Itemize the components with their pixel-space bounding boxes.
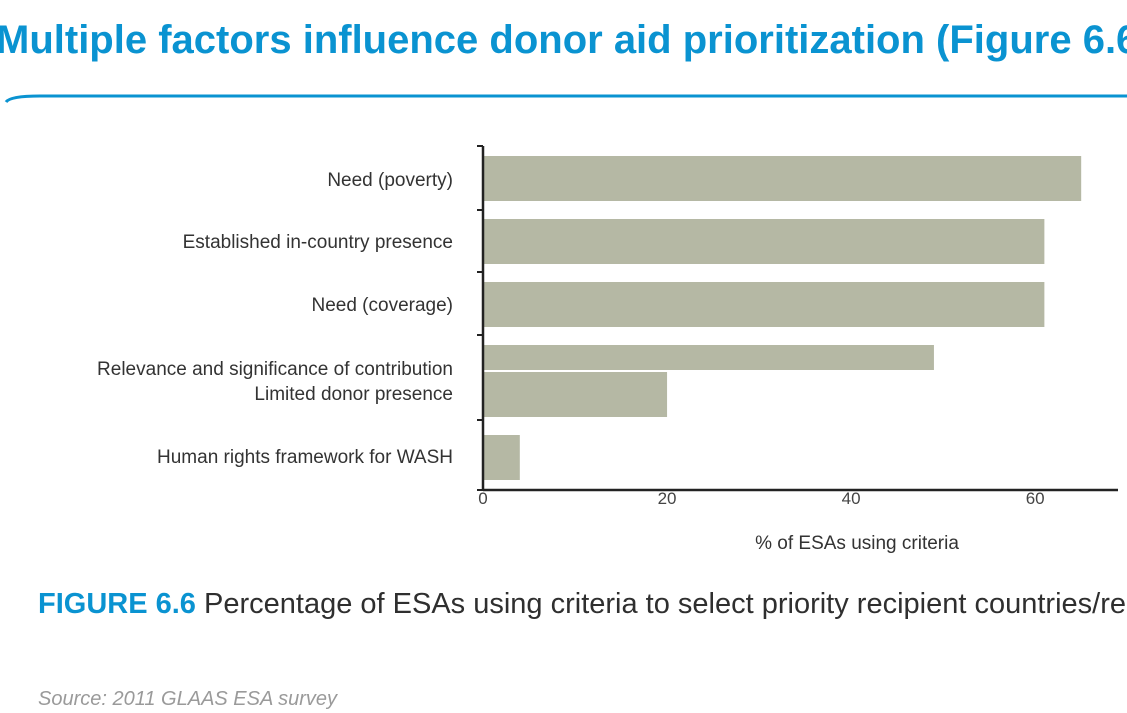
category-label: Human rights framework for WASH xyxy=(157,447,453,468)
category-label: Relevance and significance of contributi… xyxy=(97,359,453,380)
figure-label: FIGURE 6.6 xyxy=(38,588,196,620)
figure-caption-text: Percentage of ESAs using criteria to sel… xyxy=(204,588,1127,620)
figure-caption: FIGURE 6.6 Percentage of ESAs using crit… xyxy=(38,586,1127,666)
bar-3 xyxy=(483,345,934,370)
x-axis-label: % of ESAs using criteria xyxy=(755,533,959,554)
bar-2 xyxy=(483,282,1045,327)
x-tick-label-2: 40 xyxy=(842,489,861,508)
source-note: Source: 2011 GLAAS ESA survey xyxy=(38,688,338,710)
category-label: Need (coverage) xyxy=(311,295,453,316)
axes: 0 20 40 60 xyxy=(477,145,1118,508)
x-tick-label-1: 20 xyxy=(658,489,677,508)
bar-5 xyxy=(483,435,520,480)
bar-0 xyxy=(483,156,1082,201)
category-labels: Need (poverty) Established in-country pre… xyxy=(97,170,453,468)
bar-4 xyxy=(483,372,668,417)
category-label: Need (poverty) xyxy=(327,170,453,191)
category-label: Established in-country presence xyxy=(183,232,453,253)
bar-chart: Need (poverty) Established in-country pre… xyxy=(97,145,1118,554)
x-tick-label-3: 60 xyxy=(1026,489,1045,508)
bars-layer xyxy=(483,156,1082,480)
x-tick-label-0: 0 xyxy=(478,489,487,508)
title-divider xyxy=(4,94,1127,104)
bar-1 xyxy=(483,219,1045,264)
slide-title: Multiple factors influence donor aid pri… xyxy=(0,18,1127,62)
category-label: Limited donor presence xyxy=(254,384,453,405)
